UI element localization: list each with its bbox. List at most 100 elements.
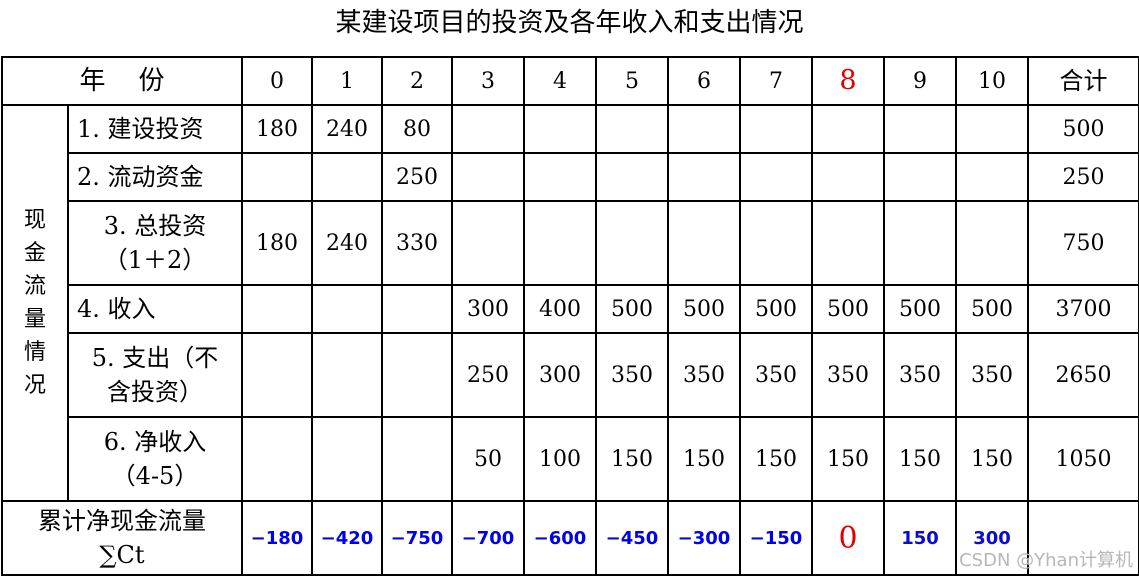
side-label-char: 况 xyxy=(23,373,46,398)
table-cell: 350 xyxy=(739,332,813,418)
table-cell: 240 xyxy=(311,200,383,286)
table-cell xyxy=(311,416,383,502)
table-cell: 500 xyxy=(811,284,885,334)
row-label-line: 3. 总投资 xyxy=(103,212,207,240)
page-title: 某建设项目的投资及各年收入和支出情况 xyxy=(335,8,804,38)
table-cell xyxy=(523,104,597,154)
cumulative-cell: 300 xyxy=(955,500,1029,576)
table-cell xyxy=(523,152,597,202)
table-cell xyxy=(811,104,885,154)
cumulative-label-line: 累计净现金流量 xyxy=(38,507,206,535)
table-cell: 150 xyxy=(955,416,1029,502)
watermark: CSDN @Yhan计算机 xyxy=(959,550,1133,571)
table-cell: 350 xyxy=(883,332,957,418)
table-cell: 500 xyxy=(955,284,1029,334)
table-row: 3. 总投资 （1＋2） 180 240 330 750 xyxy=(2,200,1139,286)
table-cell: 300 xyxy=(451,284,525,334)
table-cell: 80 xyxy=(381,104,453,154)
side-label-char: 流 xyxy=(23,274,46,299)
table-cell xyxy=(381,332,453,418)
table-cell xyxy=(955,200,1029,286)
table-cell xyxy=(739,200,813,286)
cumulative-cell: −600 xyxy=(523,500,597,576)
row-label: 2. 流动资金 xyxy=(67,152,243,202)
table-cell: 350 xyxy=(595,332,669,418)
year-header-cell: 3 xyxy=(451,56,525,106)
table-cell xyxy=(595,200,669,286)
table-cell: 300 xyxy=(523,332,597,418)
table-cell: 500 xyxy=(739,284,813,334)
total-cell: 3700 xyxy=(1027,284,1139,334)
table-cell xyxy=(883,152,957,202)
cumulative-cell: −450 xyxy=(595,500,669,576)
table-cell: 180 xyxy=(241,200,313,286)
table-cell xyxy=(883,104,957,154)
table-row: 4. 收入 300 400 500 500 500 500 500 500 37… xyxy=(2,284,1139,334)
table-cell: 250 xyxy=(451,332,525,418)
table-cell xyxy=(381,416,453,502)
table-cell xyxy=(311,284,383,334)
table-cell: 150 xyxy=(595,416,669,502)
cumulative-cell: −300 xyxy=(667,500,741,576)
year-header-cell: 7 xyxy=(739,56,813,106)
side-label-char: 金 xyxy=(23,241,46,266)
cumulative-cell-highlight: 0 xyxy=(811,500,885,576)
table-cell: 150 xyxy=(883,416,957,502)
table-cell xyxy=(241,332,313,418)
table-cell xyxy=(451,152,525,202)
year-header-cell: 10 xyxy=(955,56,1029,106)
cashflow-table: 年 份 0 1 2 3 4 5 6 7 8 9 10 合计 现 金 流 量 情 … xyxy=(1,56,1139,576)
year-header-cell-highlight: 8 xyxy=(811,56,885,106)
table-cell: 180 xyxy=(241,104,313,154)
table-cell xyxy=(667,200,741,286)
table-cell xyxy=(667,104,741,154)
cumulative-cell: −420 xyxy=(311,500,383,576)
table-cell xyxy=(241,284,313,334)
cumulative-cell: −700 xyxy=(451,500,525,576)
table-row: 5. 支出（不 含投资） 250 300 350 350 350 350 350… xyxy=(2,332,1139,418)
table-cell xyxy=(667,152,741,202)
year-header-cell: 1 xyxy=(311,56,383,106)
row-label: 1. 建设投资 xyxy=(67,104,243,154)
cumulative-cell: −180 xyxy=(241,500,313,576)
table-cell xyxy=(739,152,813,202)
cumulative-cell: −150 xyxy=(739,500,813,576)
cumulative-row: 累计净现金流量 ∑Ct −180 −420 −750 −700 −600 −45… xyxy=(1,500,1139,576)
year-header-cell: 4 xyxy=(523,56,597,106)
row-label: 6. 净收入 （4-5） xyxy=(67,416,243,502)
table-cell: 350 xyxy=(955,332,1029,418)
row-label-line: 含投资） xyxy=(107,378,203,406)
table-cell: 250 xyxy=(381,152,453,202)
total-cell: 1050 xyxy=(1027,416,1139,502)
side-label-char: 现 xyxy=(23,208,46,233)
row-label: 5. 支出（不 含投资） xyxy=(67,332,243,418)
table-row: 6. 净收入 （4-5） 50 100 150 150 150 150 150 … xyxy=(2,416,1139,502)
table-cell xyxy=(811,200,885,286)
row-label-line: （4-5） xyxy=(111,462,199,490)
year-header-cell: 0 xyxy=(241,56,313,106)
row-label: 4. 收入 xyxy=(67,284,243,334)
header-row: 年 份 0 1 2 3 4 5 6 7 8 9 10 合计 xyxy=(1,56,1139,106)
table-cell: 50 xyxy=(451,416,525,502)
table-row: 2. 流动资金 250 250 xyxy=(2,152,1139,202)
table-cell: 350 xyxy=(667,332,741,418)
table-cell xyxy=(311,332,383,418)
table-cell: 500 xyxy=(595,284,669,334)
table-cell: 150 xyxy=(811,416,885,502)
total-header-label: 合计 xyxy=(1027,56,1139,106)
table-cell: 350 xyxy=(811,332,885,418)
cumulative-cell: 150 xyxy=(883,500,957,576)
table-row: 现 金 流 量 情 况 1. 建设投资 180 240 80 500 xyxy=(1,104,1139,502)
total-cell: 250 xyxy=(1027,152,1139,202)
total-cell: 2650 xyxy=(1027,332,1139,418)
table-cell: 240 xyxy=(311,104,383,154)
table-cell: 330 xyxy=(381,200,453,286)
row-label-line: 5. 支出（不 xyxy=(91,344,219,372)
table-cell xyxy=(523,200,597,286)
table-cell xyxy=(595,152,669,202)
table-cell: 100 xyxy=(523,416,597,502)
table-cell: 150 xyxy=(739,416,813,502)
table-cell xyxy=(811,152,885,202)
table-cell xyxy=(883,200,957,286)
row-label-line: 6. 净收入 xyxy=(103,428,207,456)
